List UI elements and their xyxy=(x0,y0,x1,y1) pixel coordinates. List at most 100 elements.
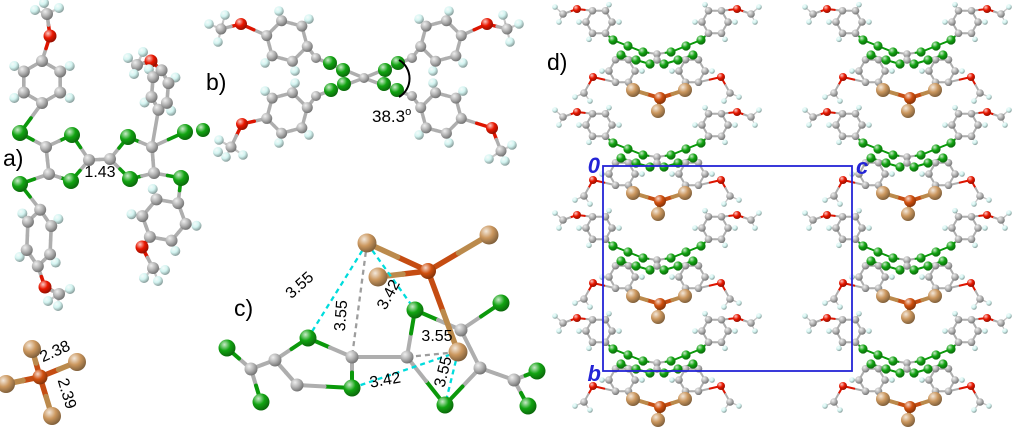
atom-h xyxy=(942,328,948,334)
contact-distance-label: 3.55 xyxy=(332,299,351,331)
atom-h xyxy=(586,242,592,249)
atom-fe xyxy=(904,401,916,413)
atom-c xyxy=(44,248,57,261)
atom-br xyxy=(68,353,86,371)
atom-c xyxy=(624,261,633,270)
atom-h xyxy=(752,328,758,334)
atom-s xyxy=(688,256,698,266)
atom-c xyxy=(653,359,661,367)
atom-c xyxy=(588,235,597,244)
unit-cell-box xyxy=(602,165,853,372)
atom-h xyxy=(736,197,742,203)
atom-c xyxy=(588,315,597,324)
atom-o xyxy=(983,211,991,219)
atom-h xyxy=(952,207,958,214)
atom-fe xyxy=(654,195,666,207)
atom-c xyxy=(261,30,273,42)
atom-h xyxy=(709,377,715,383)
atom-o xyxy=(589,73,597,81)
atom-c xyxy=(582,327,590,335)
atom-c xyxy=(967,6,976,15)
atom-c xyxy=(415,102,427,114)
atom-br xyxy=(678,392,692,406)
atom-c xyxy=(694,181,703,190)
atom-h xyxy=(669,68,675,74)
atom-h xyxy=(836,242,842,249)
atom-h xyxy=(458,86,468,96)
atom-c xyxy=(675,67,683,75)
atom-s xyxy=(673,364,683,374)
atom-c xyxy=(148,167,160,179)
contact-distance-label: 3.55 xyxy=(421,328,452,345)
atom-h xyxy=(428,78,438,88)
atom-c xyxy=(701,273,709,281)
contact-line xyxy=(307,242,368,339)
atom-s xyxy=(866,359,876,369)
atom-c xyxy=(967,212,976,221)
degree-superscript: o xyxy=(405,106,411,118)
atom-h xyxy=(972,345,978,352)
atom-c xyxy=(276,15,288,27)
atom-h xyxy=(552,4,558,10)
atom-h xyxy=(170,246,181,257)
atom-c xyxy=(861,387,870,396)
atom-c xyxy=(54,65,67,78)
atom-s xyxy=(645,265,655,275)
atom-c xyxy=(925,376,933,384)
atom-c xyxy=(83,154,95,166)
atom-s xyxy=(909,59,919,69)
atom-c xyxy=(588,132,597,141)
atom-h xyxy=(669,274,675,280)
atom-fe xyxy=(654,298,666,310)
atom-c xyxy=(944,78,953,87)
atom-h xyxy=(484,154,494,164)
atom-c xyxy=(605,170,613,178)
atom-c xyxy=(104,153,116,165)
atom-s xyxy=(931,350,941,360)
atom-h xyxy=(9,93,20,103)
atom-o xyxy=(839,279,847,287)
atom-h xyxy=(856,1,862,8)
atom-c xyxy=(944,284,953,293)
atom-c xyxy=(296,20,308,32)
atom-c xyxy=(131,59,143,71)
atom-c xyxy=(948,121,956,129)
atom-s xyxy=(873,41,883,51)
atom-c xyxy=(286,87,298,99)
atom-s xyxy=(120,129,136,145)
atom-h xyxy=(43,296,53,306)
atom-c xyxy=(698,18,706,26)
atom-h xyxy=(572,403,578,409)
atom-s xyxy=(377,77,391,91)
atom-h xyxy=(952,1,958,8)
atom-o xyxy=(589,279,597,287)
atom-h xyxy=(514,19,524,29)
atom-s xyxy=(681,350,691,360)
atom-c xyxy=(951,376,959,384)
panel-b-label: b) xyxy=(206,69,226,95)
atom-s xyxy=(696,344,706,354)
atom-fe xyxy=(654,401,666,413)
atom-c xyxy=(951,273,959,281)
atom-c xyxy=(675,376,683,384)
atom-h xyxy=(160,265,170,275)
atom-h xyxy=(39,0,49,8)
atom-c xyxy=(147,262,159,274)
atom-c xyxy=(701,170,709,178)
atom-c xyxy=(830,192,838,200)
atom-c xyxy=(851,212,860,221)
atom-h xyxy=(238,150,248,160)
axis-origin-label: 0 xyxy=(588,153,601,178)
atom-h xyxy=(986,300,992,306)
atom-c xyxy=(36,55,48,67)
atom-o xyxy=(43,29,57,43)
atom-c xyxy=(726,398,734,406)
atom-c xyxy=(855,170,863,178)
atom-h xyxy=(826,19,832,25)
atom-h xyxy=(507,140,517,150)
atom-o xyxy=(839,176,847,184)
atom-h xyxy=(639,171,645,177)
atom-h xyxy=(126,209,137,220)
atom-c xyxy=(717,6,726,15)
